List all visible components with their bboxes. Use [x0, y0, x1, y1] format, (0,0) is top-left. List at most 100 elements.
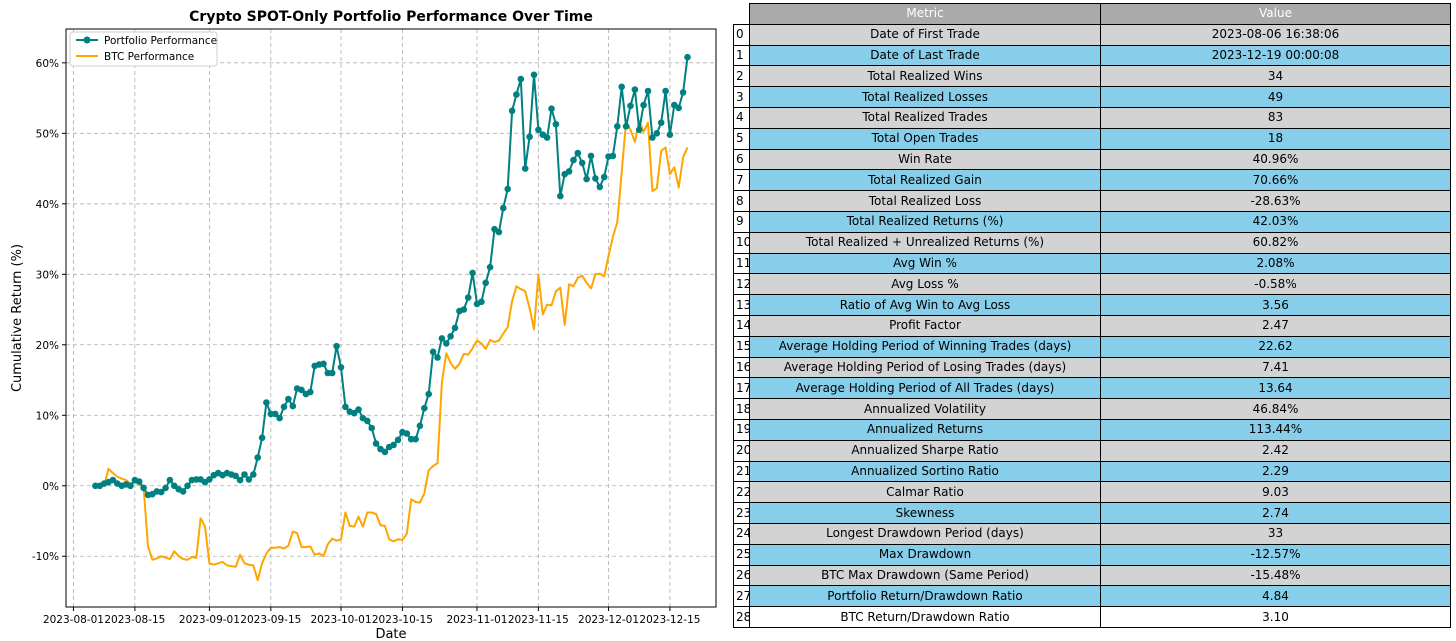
row-index: 24 — [733, 522, 750, 545]
portfolio-data-point — [565, 168, 573, 175]
portfolio-data-point — [478, 298, 485, 306]
portfolio-data-point — [447, 333, 454, 340]
portfolio-data-point — [127, 482, 134, 490]
portfolio-data-point — [355, 406, 362, 413]
value-cell: -28.63% — [1100, 190, 1451, 212]
table-row: 26BTC Max Drawdown (Same Period)-15.48% — [733, 564, 1451, 587]
metric-cell: Total Open Trades — [749, 127, 1101, 150]
table-row: 12Avg Loss %-0.58% — [733, 273, 1451, 296]
value-cell: 3.56 — [1100, 294, 1451, 316]
x-tick-label: 2023-12-01 — [578, 614, 639, 626]
portfolio-data-point — [469, 269, 476, 277]
portfolio-data-point — [135, 478, 143, 485]
legend-portfolio-label: Portfolio Performance — [104, 35, 217, 47]
portfolio-data-point — [530, 71, 538, 79]
portfolio-data-point — [390, 441, 397, 449]
portfolio-data-point — [307, 388, 314, 396]
row-index: 13 — [733, 294, 750, 316]
portfolio-data-point — [421, 404, 428, 412]
portfolio-data-point — [574, 149, 582, 157]
portfolio-data-point — [320, 360, 327, 368]
metric-cell: Total Realized + Unrealized Returns (%) — [749, 231, 1101, 254]
table-row: 24Longest Drawdown Period (days)33 — [733, 522, 1451, 545]
portfolio-data-point — [285, 395, 292, 403]
portfolio-data-point — [368, 424, 376, 432]
table-header-row: Metric Value — [733, 3, 1451, 25]
portfolio-data-point — [289, 402, 297, 410]
portfolio-data-point — [513, 91, 520, 98]
row-index: 16 — [733, 356, 750, 379]
metric-cell: Average Holding Period of Winning Trades… — [749, 335, 1101, 358]
table-row: 17Average Holding Period of All Trades (… — [733, 377, 1451, 400]
portfolio-data-point — [184, 482, 191, 490]
portfolio-data-point — [614, 123, 621, 130]
metric-cell: Annualized Returns — [749, 418, 1101, 441]
table-row: 23Skewness2.74 — [733, 502, 1451, 524]
portfolio-data-point — [157, 488, 165, 496]
portfolio-data-point — [425, 390, 433, 398]
portfolio-data-point — [640, 101, 647, 109]
x-tick-label: 2023-10-15 — [372, 614, 433, 626]
table-row: 9 Total Realized Returns (%) 42.03% — [733, 210, 1451, 233]
value-cell: 2.74 — [1100, 502, 1451, 524]
row-index: 19 — [733, 418, 750, 441]
value-cell: 22.62 — [1100, 335, 1451, 358]
x-tick-label: 2023-10-01 — [310, 614, 371, 626]
value-cell: 49 — [1100, 86, 1451, 108]
portfolio-data-point — [679, 89, 687, 96]
value-cell: -15.48% — [1100, 564, 1451, 587]
portfolio-data-point — [508, 107, 516, 115]
portfolio-data-point — [495, 228, 503, 236]
portfolio-data-point — [162, 484, 169, 492]
portfolio-data-point — [486, 263, 494, 271]
metric-cell: Total Realized Gain — [749, 169, 1101, 192]
table-row: 3 Total Realized Losses 49 — [733, 86, 1451, 108]
row-index: 25 — [733, 543, 750, 566]
value-cell: 7.41 — [1100, 356, 1451, 379]
portfolio-data-point — [206, 476, 213, 483]
value-cell: 18 — [1100, 127, 1451, 150]
value-cell: 4.84 — [1100, 585, 1451, 608]
portfolio-data-point — [517, 75, 525, 83]
portfolio-data-point — [587, 152, 595, 160]
portfolio-data-point — [657, 119, 665, 126]
portfolio-data-point — [622, 123, 630, 130]
portfolio-data-point — [635, 126, 643, 134]
chart-title: Crypto SPOT-Only Portfolio Performance O… — [189, 9, 593, 25]
row-index: 8 — [733, 190, 750, 212]
portfolio-data-point — [337, 364, 345, 371]
portfolio-data-point — [631, 86, 639, 93]
portfolio-data-point — [460, 306, 468, 313]
metric-cell: Date of First Trade — [749, 23, 1101, 46]
table-row: 8 Total Realized Loss -28.63% — [733, 190, 1451, 212]
value-cell: 3.10 — [1100, 606, 1451, 628]
x-tick-label: 2023-08-01 — [43, 614, 104, 626]
table-row: 6 Win Rate 40.96% — [733, 148, 1451, 171]
value-cell: 42.03% — [1100, 210, 1451, 233]
table-row: 4 Total Realized Trades 83 — [733, 106, 1451, 129]
row-index: 7 — [733, 169, 750, 192]
metrics-table: Metric Value 0 Date of First Trade 2023-08… — [733, 3, 1451, 628]
portfolio-data-point — [438, 335, 446, 342]
portfolio-data-point — [236, 476, 244, 484]
row-index: 3 — [733, 86, 750, 108]
portfolio-data-point — [504, 185, 512, 193]
value-cell: 2.42 — [1100, 439, 1451, 462]
metric-cell: Calmar Ratio — [749, 481, 1101, 504]
portfolio-data-point — [140, 484, 147, 492]
y-tick-label: 40% — [36, 199, 59, 211]
portfolio-data-point — [627, 102, 634, 110]
y-tick-label: 20% — [36, 340, 59, 352]
portfolio-data-point — [298, 386, 305, 394]
metric-cell: Annualized Volatility — [749, 398, 1101, 420]
table-row: 11Avg Win %2.08% — [733, 252, 1451, 275]
value-cell: 13.64 — [1100, 377, 1451, 400]
portfolio-data-point — [342, 403, 349, 411]
table-row: 5 Total Open Trades 18 — [733, 127, 1451, 150]
value-cell: 113.44% — [1100, 418, 1451, 441]
portfolio-data-point — [618, 83, 625, 91]
metric-cell: Portfolio Return/Drawdown Ratio — [749, 585, 1101, 608]
portfolio-data-point — [166, 476, 174, 484]
